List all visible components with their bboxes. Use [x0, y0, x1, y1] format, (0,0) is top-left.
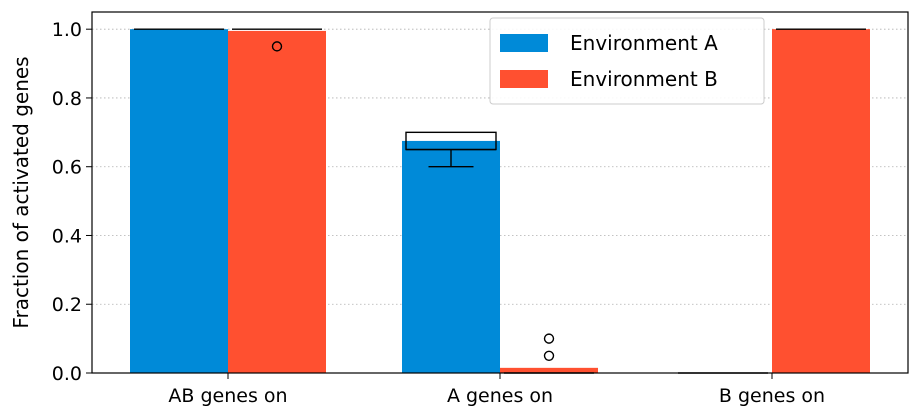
legend: Environment A Environment B — [489, 17, 765, 105]
y-tick-label: 0.4 — [52, 225, 82, 247]
outlier-point — [543, 350, 555, 362]
y-tick-label: 0.6 — [52, 157, 82, 179]
legend-label: Environment A — [570, 31, 718, 55]
legend-label: Environment B — [570, 67, 718, 91]
bar — [402, 140, 500, 373]
outlier-point — [543, 333, 555, 344]
legend-box — [489, 17, 765, 105]
x-tick-label: A genes on — [447, 385, 553, 407]
legend-swatch — [500, 34, 548, 52]
bar — [228, 30, 326, 374]
bar — [130, 29, 228, 373]
x-tick-label: B genes on — [719, 385, 825, 407]
y-tick-label: 0.0 — [52, 363, 82, 385]
y-axis-label: Fraction of activated genes — [9, 56, 33, 328]
y-axis-ticks: 0.0 0.2 0.4 0.6 0.8 1.0 — [52, 19, 92, 385]
y-tick-label: 0.2 — [52, 294, 82, 316]
bars — [130, 29, 870, 374]
y-tick-label: 0.8 — [52, 88, 82, 110]
bar — [500, 367, 598, 373]
legend-swatch — [500, 70, 548, 88]
x-axis-ticks: AB genes on A genes on B genes on — [168, 373, 825, 407]
x-tick-label: AB genes on — [168, 385, 287, 407]
y-tick-label: 1.0 — [52, 19, 82, 41]
bar — [772, 29, 870, 373]
outlier-point — [271, 41, 283, 52]
